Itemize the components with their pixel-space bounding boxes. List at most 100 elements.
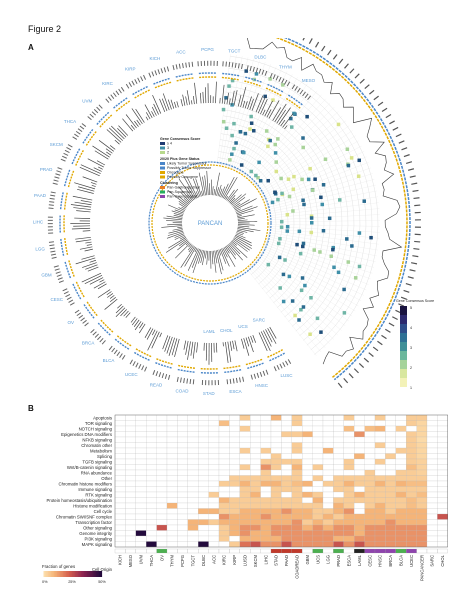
heatmap-cell — [374, 535, 386, 542]
grid-spoke — [247, 269, 317, 356]
heatmap-cell — [198, 480, 209, 487]
cohort-label: SKCM — [50, 142, 63, 147]
cohort-bar — [73, 207, 91, 210]
matrix-cell — [362, 199, 367, 203]
heatmap-cell — [187, 420, 199, 427]
heatmap-col-label: STAD — [274, 555, 279, 566]
fraction-gradient — [42, 571, 44, 577]
gene-tick — [348, 373, 354, 379]
heatmap-cell — [354, 480, 365, 487]
legend-clustering-item: Pan-Squamous — [167, 190, 192, 194]
matrix-cell — [327, 216, 332, 221]
heatmap-cell — [302, 436, 313, 443]
pancan-bar — [206, 250, 209, 265]
heatmap-col-label: SARC — [430, 555, 435, 567]
heatmap-cell — [416, 519, 428, 526]
heatmap-cell — [343, 436, 355, 443]
grid-spoke — [257, 120, 346, 188]
heatmap-row-label: Immune signaling — [78, 487, 112, 492]
gene-tick — [110, 94, 115, 99]
cell-origin-swatch — [208, 548, 220, 554]
heatmap-cell — [146, 464, 157, 471]
heatmap-cell — [198, 420, 209, 427]
heatmap-cell — [125, 535, 136, 542]
heatmap-cell — [426, 431, 438, 438]
cohort-bar — [109, 297, 116, 303]
pancan-bar — [237, 226, 261, 231]
heatmap-cell — [218, 442, 230, 449]
heatmap-cell — [374, 508, 386, 515]
grid-spoke — [240, 77, 298, 172]
matrix-cell — [319, 330, 323, 334]
heatmap-cell — [198, 491, 209, 498]
heatmap-cell — [385, 442, 396, 449]
heatmap-cell — [343, 524, 355, 531]
heatmap-cell — [364, 475, 376, 482]
heatmap-cell — [281, 458, 292, 465]
heatmap-cell — [281, 420, 292, 427]
gene-tick — [80, 317, 85, 322]
cohort-bar — [274, 103, 287, 123]
matrix-cell — [268, 77, 272, 81]
heatmap-cell — [343, 497, 355, 504]
pancan-bar — [237, 224, 255, 226]
heatmap-col-label: PAAD — [284, 555, 289, 566]
heatmap-cell — [406, 491, 417, 498]
heatmap-cell — [250, 436, 261, 443]
heatmap-cell — [406, 519, 417, 526]
pancan-bar — [172, 228, 183, 231]
heatmap-cell — [416, 502, 428, 509]
cell-origin-swatch — [302, 548, 313, 554]
heatmap-cell — [416, 491, 428, 498]
gene-tick — [118, 88, 122, 94]
gene-tick — [66, 296, 72, 301]
heatmap-cell — [239, 458, 251, 465]
matrix-cell — [349, 156, 354, 160]
grid-spoke — [233, 66, 277, 168]
pancan-bar — [174, 209, 184, 214]
gene-tick — [239, 377, 241, 383]
matrix-cell — [345, 147, 350, 151]
heatmap-cell — [302, 464, 313, 471]
gene-tick — [315, 41, 320, 48]
cohort-bar — [263, 330, 272, 347]
cohort-bar — [226, 92, 229, 105]
gene-tick — [392, 126, 399, 131]
heatmap-cell — [395, 519, 407, 526]
matrix-cell — [287, 274, 292, 279]
heatmap-cell — [166, 436, 178, 443]
gene-tick — [113, 349, 118, 355]
heatmap-cell — [281, 530, 292, 537]
heatmap-cell — [270, 464, 282, 471]
heatmap-cell — [406, 453, 417, 460]
heatmap-cell — [114, 414, 126, 421]
matrix-cell — [249, 114, 253, 119]
cell-origin-swatch — [437, 548, 448, 554]
heatmap-cell — [333, 447, 344, 454]
heatmap-cell — [198, 530, 209, 537]
heatmap-cell — [385, 469, 396, 476]
heatmap-cell — [125, 414, 136, 421]
heatmap-cell — [291, 508, 303, 515]
cohort-bar — [75, 239, 92, 243]
matrix-cell — [285, 212, 290, 217]
cohort-label: READ — [150, 382, 163, 387]
heatmap-cell — [322, 420, 334, 427]
gene-tick — [90, 329, 95, 334]
heatmap-cell — [416, 541, 428, 548]
matrix-cell — [295, 242, 299, 247]
heatmap-cell — [312, 464, 324, 471]
cell-origin-swatch — [218, 548, 230, 554]
heatmap-cell — [395, 420, 407, 427]
cohort-bar — [71, 227, 91, 230]
pancan-bar — [192, 178, 201, 197]
pancan-bar — [222, 177, 235, 199]
gene-tick — [208, 380, 210, 386]
gene-tick — [200, 61, 202, 67]
cohort-bar — [251, 93, 259, 111]
heatmap-cell — [125, 519, 136, 526]
heatmap-cell — [218, 480, 230, 487]
heatmap-cell — [291, 458, 303, 465]
heatmap-cell — [250, 519, 261, 526]
